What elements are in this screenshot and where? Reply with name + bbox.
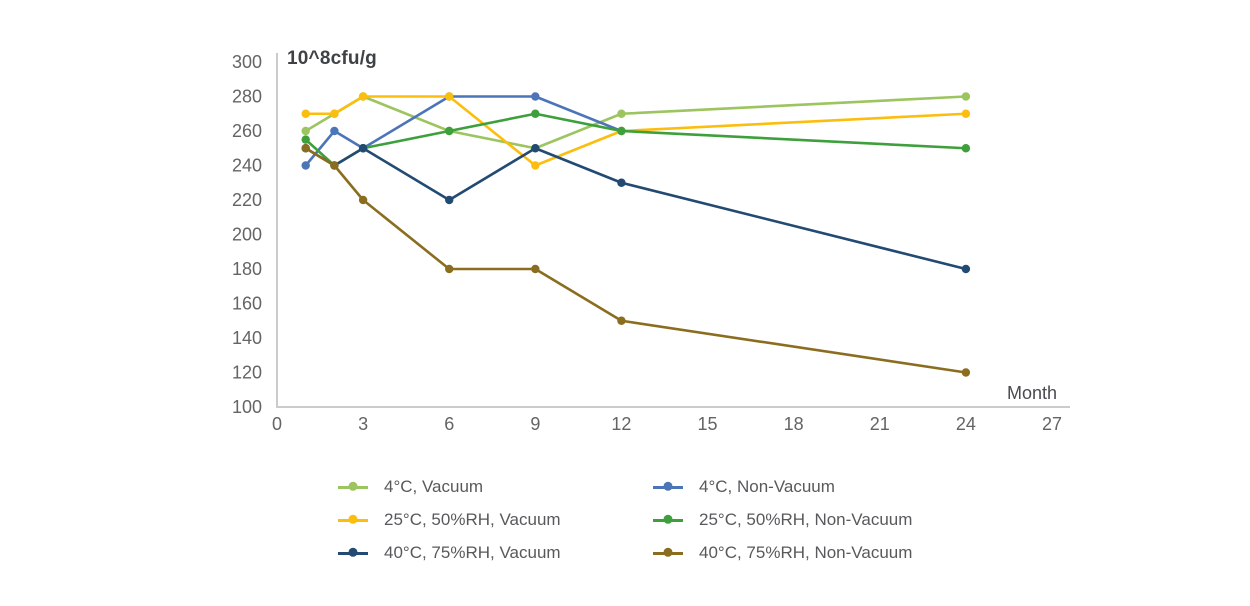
data-point	[301, 161, 310, 170]
data-point	[961, 92, 971, 101]
legend-marker-line	[653, 481, 683, 491]
legend-label: 4°C, Non-Vacuum	[699, 477, 835, 496]
legend-marker-line	[653, 514, 683, 524]
data-point	[330, 161, 339, 170]
data-point	[445, 92, 454, 101]
legend-marker-line	[338, 514, 368, 524]
data-point	[445, 195, 454, 205]
series-line	[305, 146, 967, 271]
data-point	[330, 109, 339, 118]
data-point	[301, 126, 310, 136]
data-point	[617, 178, 626, 187]
x-tick-label: 0	[272, 414, 282, 434]
y-tick-label: 160	[232, 294, 262, 314]
data-point	[531, 144, 540, 153]
legend-label: 25°C, 50%RH, Vacuum	[384, 510, 561, 529]
y-tick-label: 180	[232, 259, 262, 279]
y-tick-label: 220	[232, 190, 262, 210]
data-point	[961, 368, 971, 377]
legend-item: 25°C, 50%RH, Non-Vacuum	[653, 509, 968, 531]
legend-item: 4°C, Vacuum	[338, 476, 653, 498]
x-tick-label: 6	[444, 414, 454, 434]
legend-marker-line	[653, 547, 683, 557]
data-point	[301, 144, 310, 153]
data-point	[358, 144, 368, 153]
legend-label: 40°C, 75%RH, Non-Vacuum	[699, 543, 913, 562]
data-point	[330, 126, 339, 136]
legend-item: 40°C, 75%RH, Non-Vacuum	[653, 542, 968, 564]
x-tick-label: 21	[870, 414, 890, 434]
data-point	[531, 92, 540, 101]
data-point	[617, 126, 626, 136]
data-point	[961, 109, 971, 118]
legend-marker-dot	[348, 514, 358, 524]
series-line	[304, 95, 622, 167]
x-tick-label: 18	[784, 414, 804, 434]
data-point	[617, 316, 626, 325]
data-point	[358, 195, 368, 205]
data-point	[531, 109, 540, 118]
legend-marker-line	[338, 481, 368, 491]
data-point	[617, 109, 626, 118]
y-tick-label: 100	[232, 397, 262, 417]
x-tick-label: 15	[698, 414, 718, 434]
legend-item: 25°C, 50%RH, Vacuum	[338, 509, 653, 531]
series-line	[305, 147, 967, 374]
legend-label: 40°C, 75%RH, Vacuum	[384, 543, 561, 562]
y-tick-label: 200	[232, 225, 262, 245]
data-point	[961, 264, 971, 274]
data-point	[301, 135, 310, 144]
data-point	[445, 126, 454, 136]
x-tick-label: 24	[956, 414, 976, 434]
x-axis-title: Month	[1007, 383, 1058, 403]
data-point	[445, 264, 454, 274]
legend-marker-dot	[663, 547, 673, 557]
legend-marker-line	[338, 547, 368, 557]
y-tick-label: 240	[232, 156, 262, 176]
data-point	[358, 92, 368, 101]
data-point	[531, 161, 540, 170]
y-tick-label: 300	[232, 52, 262, 72]
legend-marker-dot	[348, 481, 358, 491]
x-tick-label: 3	[358, 414, 368, 434]
data-point	[301, 109, 310, 118]
x-tick-label: 12	[611, 414, 631, 434]
data-point	[531, 264, 540, 274]
legend-label: 25°C, 50%RH, Non-Vacuum	[699, 510, 913, 529]
y-tick-label: 140	[232, 328, 262, 348]
chart-legend: 4°C, Vacuum 4°C, Non-Vacuum 25°C, 50%RH, V…	[338, 476, 968, 564]
series-line	[304, 112, 966, 167]
legend-marker-dot	[348, 547, 358, 557]
data-point	[961, 144, 971, 153]
legend-label: 4°C, Vacuum	[384, 477, 484, 496]
legend-marker-dot	[663, 481, 673, 491]
y-tick-label: 280	[232, 87, 262, 107]
y-tick-label: 260	[232, 121, 262, 141]
y-axis-title: 10^8cfu/g	[287, 48, 377, 69]
legend-item: 4°C, Non-Vacuum	[653, 476, 968, 498]
y-tick-label: 120	[232, 363, 262, 383]
legend-item: 40°C, 75%RH, Vacuum	[338, 542, 653, 564]
legend-marker-dot	[663, 514, 673, 524]
x-tick-label: 27	[1042, 414, 1062, 434]
x-tick-label: 9	[530, 414, 540, 434]
